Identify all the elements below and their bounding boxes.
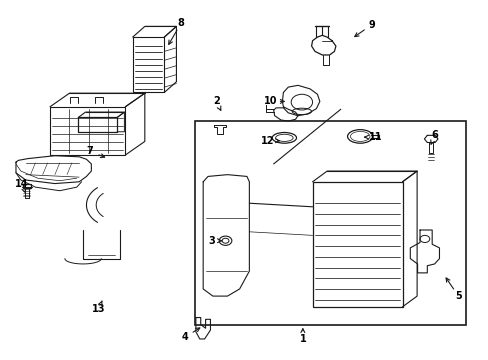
Bar: [50, 107, 125, 155]
Text: 2: 2: [212, 96, 219, 107]
Text: 5: 5: [454, 291, 461, 301]
Text: 1: 1: [299, 334, 305, 344]
Text: 4: 4: [182, 332, 188, 342]
Text: 8: 8: [178, 18, 184, 28]
Text: 9: 9: [368, 19, 374, 30]
Text: 3: 3: [207, 236, 214, 246]
Bar: [312, 182, 402, 307]
Text: 13: 13: [92, 303, 105, 314]
Bar: [195, 121, 465, 325]
Text: 12: 12: [261, 136, 274, 146]
Text: 6: 6: [431, 130, 438, 140]
Text: 7: 7: [86, 147, 93, 157]
Text: 14: 14: [15, 179, 28, 189]
Bar: [132, 37, 164, 93]
Text: 10: 10: [263, 96, 277, 107]
Text: 11: 11: [368, 132, 382, 142]
